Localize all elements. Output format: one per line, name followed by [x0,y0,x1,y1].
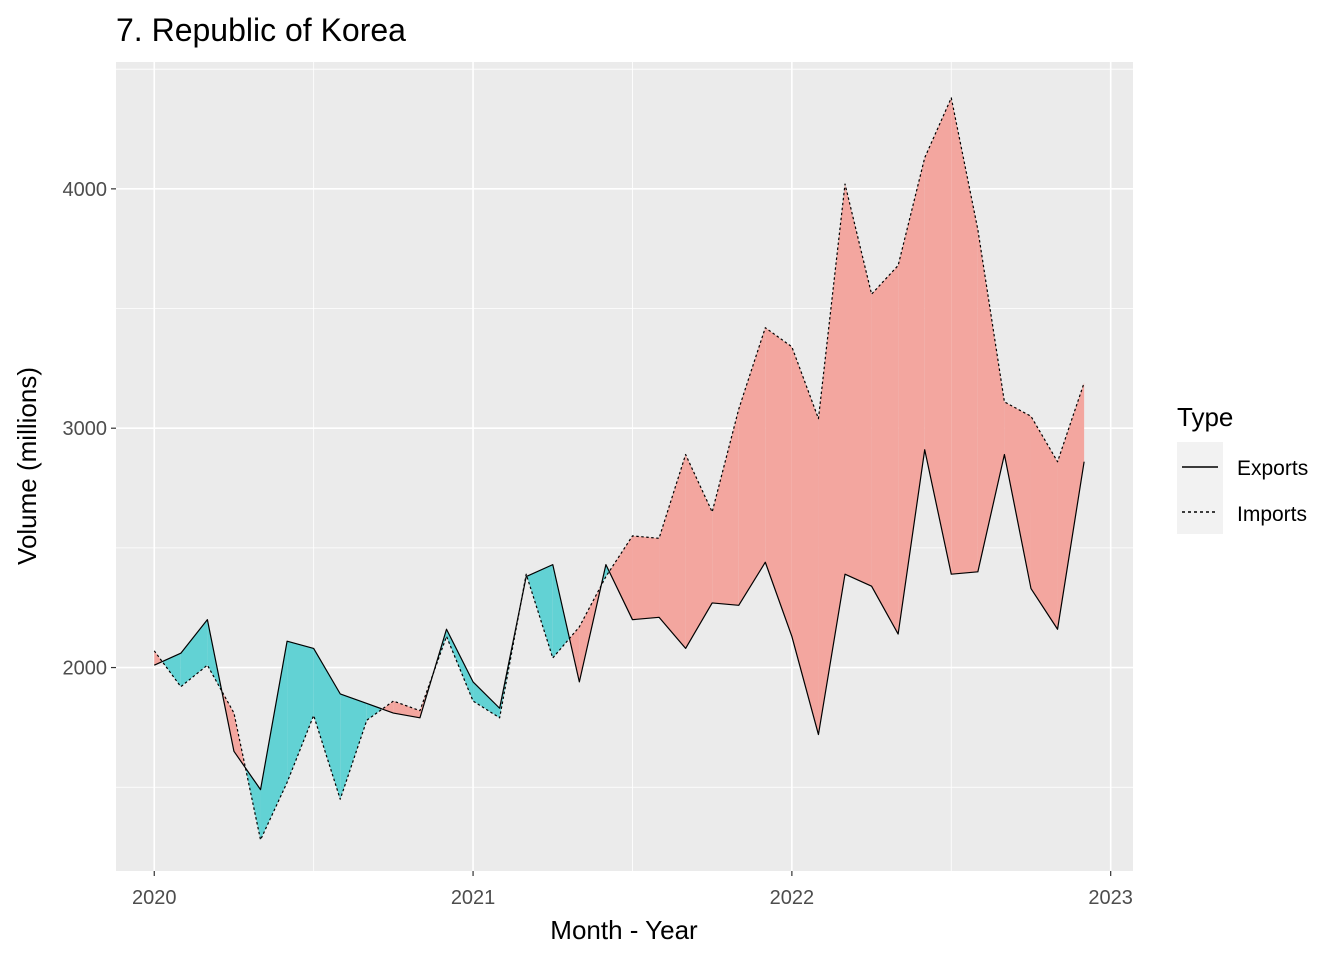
ribbon-segment [446,629,474,702]
ribbon-segment [552,564,570,658]
series-lines [153,97,1085,841]
y-tick-label: 3000 [63,418,108,440]
ribbon-segment [659,454,686,649]
x-tick-label: 2022 [770,887,815,909]
legend-title: Type [1177,402,1233,432]
ribbon-segment [632,535,660,620]
ribbon-segment [818,184,846,735]
ribbon-segment [154,650,163,666]
ribbon-segment [473,681,500,718]
series-line-exports [154,449,1085,791]
ribbon-segment [287,641,314,783]
ribbon-segment [977,229,1005,572]
ribbon-segment [313,648,341,800]
y-tick-label: 2000 [63,658,108,680]
x-axis-title: Month - Year [550,915,698,945]
ribbon-segment [951,97,978,575]
ribbon-segment [526,564,553,658]
ribbon-segment [382,701,394,714]
ribbon-segment [791,346,819,735]
ribbon-segment [765,327,792,637]
ribbon-segment [738,327,766,606]
ribbon-segment [1057,382,1085,630]
legend-label-exports: Exports [1237,457,1308,480]
x-tick-label: 2021 [451,887,496,909]
legend-key-bg [1177,442,1223,534]
ribbon-segment [340,693,367,800]
ribbon-segment [1004,401,1031,589]
ribbon-segment [845,184,872,587]
ribbon-segment [924,97,952,575]
ribbon-segment [685,454,713,649]
x-axis-ticks: 2020 2021 2022 2023 [132,871,1133,909]
x-axis: 2020 2021 2022 2023 [132,871,1133,909]
ribbon-segment [162,653,181,687]
ribbon-segment [569,626,580,682]
legend: Type Exports Imports [1177,402,1308,534]
x-tick-label: 2023 [1088,887,1133,909]
y-axis: 2000 3000 4000 [63,179,116,680]
ribbon-segment [609,535,633,620]
x-tick-label: 2020 [132,887,177,909]
y-tick-label: 4000 [63,179,108,201]
ribbon-segment [1030,416,1058,630]
ribbon-segment [260,641,288,840]
legend-label-imports: Imports [1237,503,1307,526]
chart-title: 7. Republic of Korea [116,12,406,48]
series-line-imports [153,97,1085,841]
ribbon-segment [245,767,261,840]
y-axis-title: Volume (millions) [12,367,42,565]
ribbon-segment [712,409,739,606]
ribbon-segment [898,157,925,635]
ribbon-segment [871,265,899,635]
y-axis-ticks: 2000 3000 4000 [63,179,116,680]
